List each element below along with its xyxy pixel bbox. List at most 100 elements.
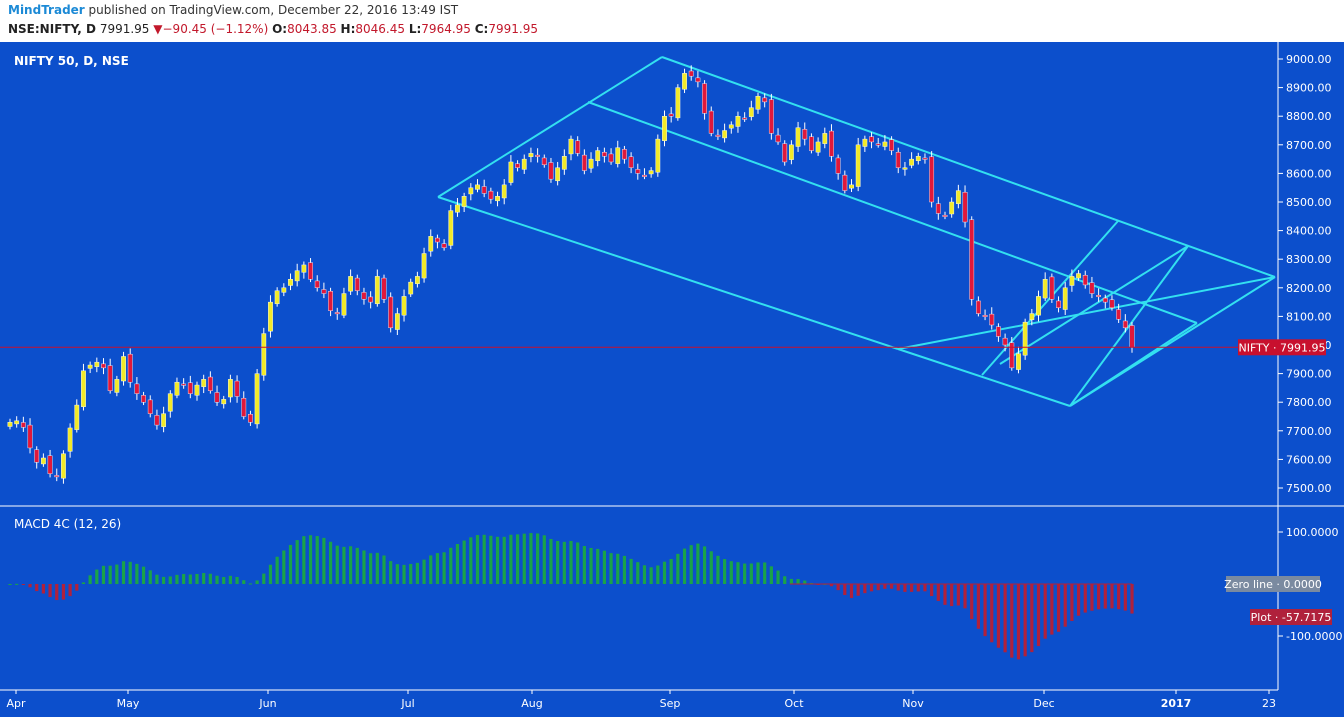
down-candle[interactable] bbox=[1096, 295, 1102, 297]
down-candle[interactable] bbox=[642, 174, 647, 177]
up-candle[interactable] bbox=[301, 264, 307, 273]
up-candle[interactable] bbox=[682, 73, 687, 90]
up-candle[interactable] bbox=[94, 361, 100, 367]
up-candle[interactable] bbox=[555, 167, 561, 182]
up-candle[interactable] bbox=[40, 457, 46, 465]
up-candle[interactable] bbox=[955, 190, 961, 204]
time-axis-background[interactable] bbox=[0, 690, 1344, 717]
up-candle[interactable] bbox=[341, 293, 347, 316]
down-candle[interactable] bbox=[782, 143, 788, 163]
up-candle[interactable] bbox=[655, 138, 661, 173]
up-candle[interactable] bbox=[288, 279, 293, 286]
up-candle[interactable] bbox=[227, 379, 233, 398]
down-candle[interactable] bbox=[775, 134, 781, 143]
up-candle[interactable] bbox=[849, 184, 854, 189]
down-candle[interactable] bbox=[1049, 276, 1055, 300]
down-candle[interactable] bbox=[368, 296, 374, 303]
up-candle[interactable] bbox=[81, 370, 86, 407]
down-candle[interactable] bbox=[809, 136, 814, 151]
down-candle[interactable] bbox=[54, 475, 60, 478]
up-candle[interactable] bbox=[261, 333, 267, 376]
up-candle[interactable] bbox=[675, 87, 681, 119]
down-candle[interactable] bbox=[248, 414, 253, 423]
up-candle[interactable] bbox=[468, 187, 474, 195]
down-candle[interactable] bbox=[207, 376, 213, 391]
down-candle[interactable] bbox=[488, 190, 494, 200]
up-candle[interactable] bbox=[461, 196, 467, 207]
down-candle[interactable] bbox=[541, 157, 547, 166]
up-candle[interactable] bbox=[909, 158, 915, 166]
up-candle[interactable] bbox=[61, 453, 66, 479]
up-candle[interactable] bbox=[1016, 353, 1021, 370]
up-candle[interactable] bbox=[902, 167, 908, 170]
up-candle[interactable] bbox=[495, 196, 500, 202]
up-candle[interactable] bbox=[882, 141, 888, 147]
up-candle[interactable] bbox=[428, 236, 434, 252]
down-candle[interactable] bbox=[147, 399, 153, 414]
down-candle[interactable] bbox=[481, 186, 487, 194]
up-candle[interactable] bbox=[254, 373, 260, 425]
up-candle[interactable] bbox=[521, 158, 527, 170]
up-candle[interactable] bbox=[1076, 273, 1081, 279]
channel-line[interactable] bbox=[437, 56, 663, 198]
down-candle[interactable] bbox=[234, 380, 240, 397]
down-candle[interactable] bbox=[962, 192, 968, 223]
down-candle[interactable] bbox=[842, 174, 848, 191]
channel-line[interactable] bbox=[1069, 322, 1198, 407]
down-candle[interactable] bbox=[942, 214, 948, 217]
down-candle[interactable] bbox=[1082, 275, 1088, 286]
down-candle[interactable] bbox=[1089, 282, 1095, 294]
up-candle[interactable] bbox=[648, 170, 654, 175]
up-candle[interactable] bbox=[615, 147, 621, 164]
up-candle[interactable] bbox=[268, 301, 273, 332]
channel-line[interactable] bbox=[897, 276, 1276, 350]
down-candle[interactable] bbox=[742, 117, 748, 120]
down-candle[interactable] bbox=[608, 153, 614, 163]
up-candle[interactable] bbox=[1062, 287, 1068, 310]
down-candle[interactable] bbox=[895, 152, 901, 168]
down-candle[interactable] bbox=[922, 157, 928, 160]
up-candle[interactable] bbox=[755, 95, 761, 110]
down-candle[interactable] bbox=[935, 203, 941, 214]
down-candle[interactable] bbox=[435, 237, 440, 243]
down-candle[interactable] bbox=[441, 243, 447, 248]
down-candle[interactable] bbox=[715, 134, 721, 137]
up-candle[interactable] bbox=[448, 210, 454, 246]
down-candle[interactable] bbox=[354, 277, 360, 291]
down-candle[interactable] bbox=[314, 280, 320, 289]
down-candle[interactable] bbox=[181, 383, 187, 386]
up-candle[interactable] bbox=[795, 127, 801, 147]
down-candle[interactable] bbox=[575, 140, 581, 154]
up-candle[interactable] bbox=[722, 130, 728, 139]
down-candle[interactable] bbox=[695, 77, 701, 83]
down-candle[interactable] bbox=[328, 291, 333, 311]
up-candle[interactable] bbox=[374, 276, 380, 305]
up-candle[interactable] bbox=[121, 356, 126, 382]
down-candle[interactable] bbox=[1116, 309, 1122, 320]
up-candle[interactable] bbox=[14, 420, 20, 425]
up-candle[interactable] bbox=[274, 290, 280, 305]
down-candle[interactable] bbox=[975, 300, 981, 314]
down-candle[interactable] bbox=[1009, 342, 1015, 369]
down-candle[interactable] bbox=[388, 296, 394, 329]
up-candle[interactable] bbox=[748, 107, 754, 117]
up-candle[interactable] bbox=[1022, 321, 1028, 356]
channel-line[interactable] bbox=[999, 245, 1189, 365]
down-candle[interactable] bbox=[1129, 325, 1135, 348]
down-candle[interactable] bbox=[768, 99, 774, 134]
up-candle[interactable] bbox=[561, 156, 567, 170]
down-candle[interactable] bbox=[982, 315, 988, 317]
up-candle[interactable] bbox=[221, 399, 227, 405]
down-candle[interactable] bbox=[1109, 299, 1115, 309]
up-candle[interactable] bbox=[508, 161, 514, 183]
up-candle[interactable] bbox=[408, 281, 414, 295]
up-candle[interactable] bbox=[201, 379, 207, 387]
up-candle[interactable] bbox=[949, 201, 955, 215]
up-candle[interactable] bbox=[194, 384, 200, 396]
down-candle[interactable] bbox=[702, 83, 707, 114]
up-candle[interactable] bbox=[595, 150, 601, 162]
up-candle[interactable] bbox=[788, 144, 794, 160]
up-candle[interactable] bbox=[281, 287, 287, 293]
up-candle[interactable] bbox=[174, 381, 180, 396]
up-candle[interactable] bbox=[822, 133, 828, 144]
